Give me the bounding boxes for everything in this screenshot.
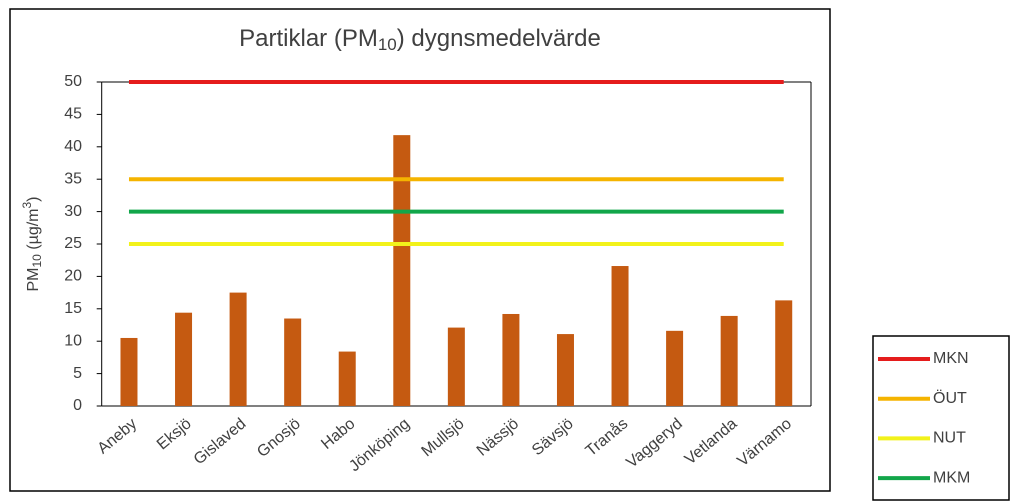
bar bbox=[611, 266, 629, 406]
y-tick-label: 35 bbox=[64, 170, 82, 187]
bar bbox=[502, 313, 520, 406]
y-tick-label: 5 bbox=[73, 365, 82, 382]
y-tick-label: 25 bbox=[64, 235, 82, 252]
bar bbox=[175, 312, 193, 406]
title-subscript: 10 bbox=[378, 35, 397, 54]
ylabel-superscript: 3 bbox=[20, 201, 34, 208]
ylabel-subscript: 10 bbox=[30, 254, 44, 268]
bar bbox=[775, 300, 793, 406]
bar bbox=[556, 334, 574, 406]
bar bbox=[338, 351, 356, 406]
y-tick-label: 40 bbox=[64, 138, 82, 155]
bar bbox=[666, 330, 684, 406]
y-tick-label: 0 bbox=[73, 397, 82, 414]
title-part: ) dygnsmedelvärde bbox=[397, 25, 601, 52]
bar bbox=[284, 318, 302, 406]
bar bbox=[229, 292, 247, 406]
y-axis-label: PM10 (µg/m3) bbox=[20, 196, 44, 291]
y-tick-label: 50 bbox=[64, 73, 82, 90]
legend-box bbox=[872, 335, 1010, 501]
title-part: Partiklar (PM bbox=[239, 25, 378, 52]
bar bbox=[393, 135, 411, 407]
chart-border bbox=[9, 8, 831, 492]
ylabel-part: (µg/m bbox=[25, 208, 42, 254]
ylabel-part: PM bbox=[25, 268, 42, 292]
bar bbox=[120, 337, 138, 406]
ylabel-part: ) bbox=[25, 196, 42, 201]
bar bbox=[720, 315, 738, 406]
y-tick-label: 30 bbox=[64, 203, 82, 220]
legend-label: NUT bbox=[933, 430, 966, 447]
y-tick-label: 15 bbox=[64, 300, 82, 317]
bar bbox=[447, 327, 465, 406]
y-tick-label: 10 bbox=[64, 332, 82, 349]
legend-label: MKN bbox=[933, 350, 969, 367]
chart-title: Partiklar (PM10) dygnsmedelvärde bbox=[239, 25, 601, 54]
legend-label: MKM bbox=[933, 469, 970, 486]
y-tick-label: 45 bbox=[64, 106, 82, 123]
y-tick-label: 20 bbox=[64, 268, 82, 285]
legend-label: ÖUT bbox=[933, 389, 967, 407]
